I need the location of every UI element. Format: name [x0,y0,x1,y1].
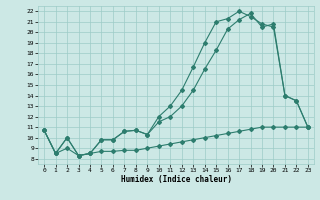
X-axis label: Humidex (Indice chaleur): Humidex (Indice chaleur) [121,175,231,184]
